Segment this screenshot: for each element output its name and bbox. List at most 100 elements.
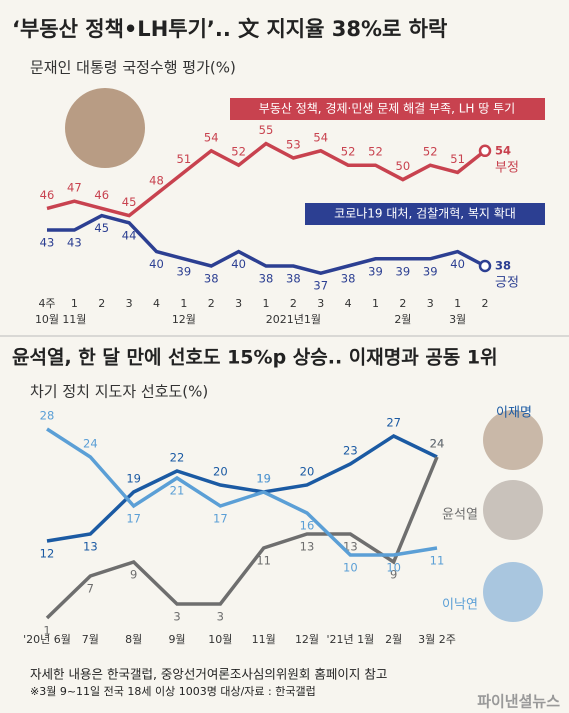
value-label: 1	[43, 624, 50, 638]
series-label: 긍정	[495, 276, 519, 291]
value-label: 43	[67, 236, 82, 250]
photo	[483, 562, 543, 622]
value-label: 10	[386, 561, 401, 575]
value-label: 17	[213, 512, 228, 526]
value-label: 52	[231, 145, 246, 159]
x-tick-label: 11월	[252, 633, 276, 646]
value-label: 51	[177, 152, 192, 166]
value-label: 53	[286, 138, 301, 152]
series-label: 부정	[495, 160, 519, 175]
value-label: 11	[430, 554, 445, 568]
value-label: 19	[126, 472, 141, 486]
photo	[65, 88, 145, 168]
value-label: 44	[122, 228, 137, 242]
value-label: 19	[256, 472, 271, 486]
value-label: 45	[122, 195, 137, 209]
value-label: 40	[231, 257, 246, 271]
value-label: 46	[94, 188, 109, 202]
value-label: 24	[83, 437, 98, 451]
x-tick-label: 2	[399, 297, 406, 310]
x-tick-label: 3	[126, 297, 133, 310]
end-marker	[478, 259, 492, 273]
value-label: 3	[173, 610, 180, 624]
x-tick-label: 3	[317, 297, 324, 310]
subtitle: 문재인 대통령 국정수행 평가(%)	[30, 59, 236, 77]
value-label: 10	[343, 561, 358, 575]
legend-entry: 이재명	[496, 406, 532, 421]
value-label: 3	[217, 610, 224, 624]
footer-note: 자세한 내용은 한국갤럽, 중앙선거여론조사심의위원회 홈페이지 참고	[30, 667, 387, 682]
photo	[483, 410, 543, 470]
x-tick-label: 7월	[82, 633, 99, 646]
x-tick-label: 8월	[125, 633, 142, 646]
value-label: 46	[40, 188, 55, 202]
value-label: 24	[430, 437, 445, 451]
x-tick-label: '21년 1월	[326, 633, 374, 646]
value-label: 39	[368, 264, 383, 278]
x-group-label: 10월	[35, 313, 59, 326]
value-label: 54	[204, 130, 219, 144]
x-tick-label: 3	[235, 297, 242, 310]
value-label: 23	[343, 444, 358, 458]
x-group-label: 11월	[62, 313, 86, 326]
value-label: 38	[286, 272, 301, 286]
value-label: 54	[313, 130, 328, 144]
legend-entry: 이낙연	[442, 598, 478, 613]
line	[47, 213, 486, 276]
value-label: 39	[423, 264, 438, 278]
value-label: 22	[170, 451, 185, 465]
value-label: 48	[149, 174, 164, 188]
x-tick-label: 1	[372, 297, 379, 310]
value-label: 13	[300, 540, 315, 554]
end-marker	[478, 144, 492, 158]
value-label: 52	[341, 145, 356, 159]
value-label: 11	[256, 554, 271, 568]
x-tick-label: 1	[454, 297, 461, 310]
value-label: 38	[259, 272, 274, 286]
x-tick-label: '20년 6월	[23, 633, 71, 646]
x-tick-label: 2	[98, 297, 105, 310]
x-tick-label: 2	[208, 297, 215, 310]
annotation-box	[230, 98, 545, 120]
value-label: 27	[386, 416, 401, 430]
value-label: 47	[67, 181, 82, 195]
x-tick-label: 1	[71, 297, 78, 310]
annotation: 부동산 정책, 경제·민생 문제 해결 부족, LH 땅 투기	[259, 101, 515, 116]
value-label: 7	[87, 582, 94, 596]
x-tick-label: 2	[482, 297, 489, 310]
value-label: 9	[130, 568, 137, 582]
legend-entry: 윤석열	[442, 508, 478, 523]
value-label: 38	[204, 272, 219, 286]
value-label: 51	[450, 152, 465, 166]
value-label: 28	[40, 409, 55, 423]
value-label: 38	[495, 259, 511, 273]
line	[45, 456, 439, 620]
value-label: 40	[149, 257, 164, 271]
x-group-label: 2월	[394, 313, 411, 326]
value-label: 52	[368, 145, 383, 159]
x-group-label: 12월	[172, 313, 196, 326]
value-label: 21	[170, 484, 185, 498]
value-label: 43	[40, 236, 55, 250]
x-tick-label: 10월	[208, 633, 232, 646]
annotation-box	[305, 203, 545, 225]
value-label: 54	[495, 143, 511, 157]
x-tick-label: 2월	[385, 633, 402, 646]
value-label: 38	[341, 272, 356, 286]
value-label: 24	[430, 437, 445, 451]
value-label: 40	[450, 257, 465, 271]
value-label: 37	[313, 279, 328, 293]
title: ‘부동산 정책•LH투기’.. 文 지지율 38%로 하락	[12, 17, 447, 41]
x-tick-label: 4	[153, 297, 160, 310]
x-tick-label: 1	[180, 297, 187, 310]
x-tick-label: 9월	[168, 633, 185, 646]
x-group-label: 2021년1월	[266, 313, 321, 326]
value-label: 55	[259, 123, 274, 137]
x-group-label: 3월	[449, 313, 466, 326]
line	[46, 433, 438, 543]
value-label: 12	[40, 547, 55, 561]
subtitle: 차기 정치 지도자 선호도(%)	[30, 383, 208, 401]
x-tick-label: 3	[427, 297, 434, 310]
photo	[483, 480, 543, 540]
